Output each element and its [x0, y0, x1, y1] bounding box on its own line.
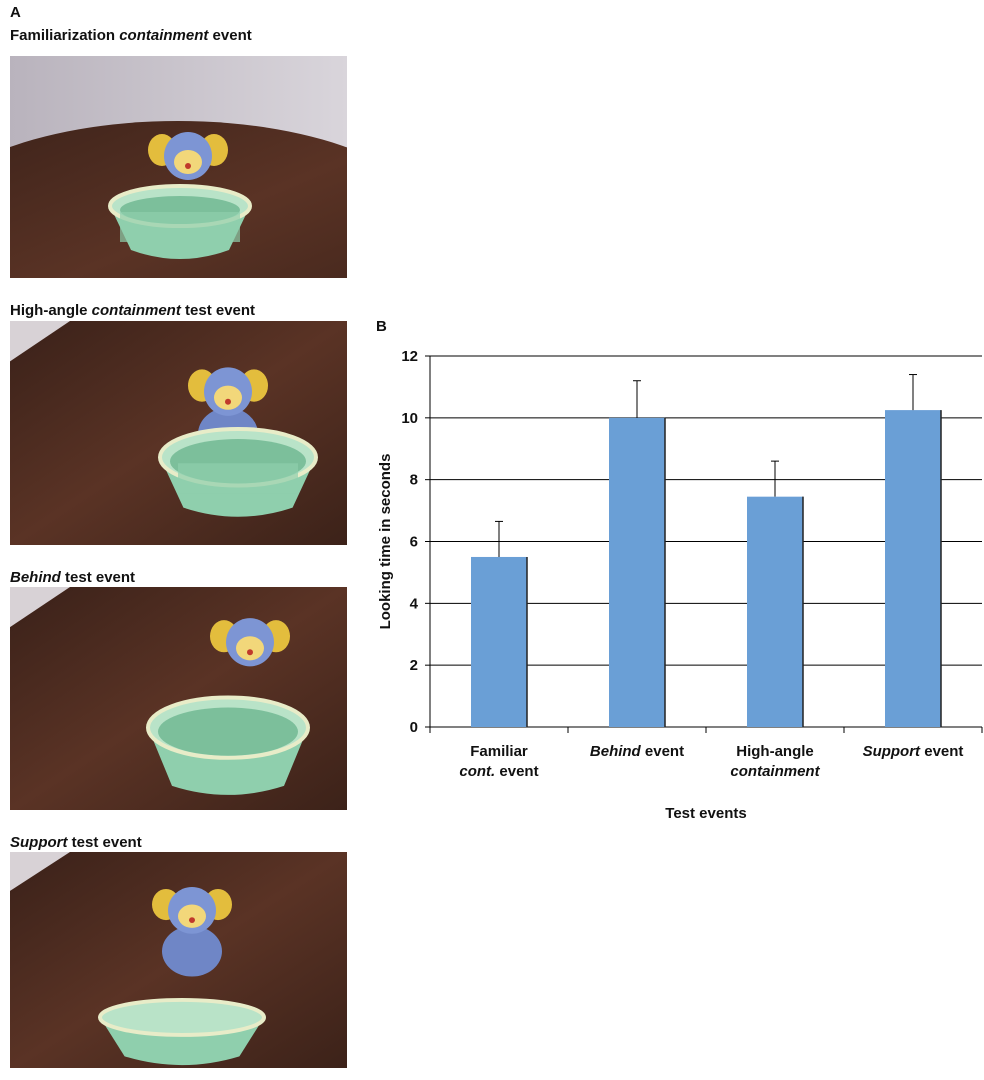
caption: High-angle containment test event	[10, 302, 255, 319]
bar	[885, 410, 941, 727]
basket-rim	[98, 997, 266, 1037]
toy-face	[236, 636, 264, 661]
basket-inside	[158, 707, 298, 756]
text-run: Support	[863, 743, 921, 760]
toy-nose	[189, 917, 195, 924]
text-run: Familiarization	[10, 27, 119, 44]
caption: Support test event	[10, 834, 142, 851]
text-run: Familiar	[470, 743, 528, 760]
toy-face	[178, 904, 206, 928]
text-run: Behind	[590, 743, 642, 760]
x-tick-label: High-angle containment	[730, 743, 820, 780]
text-run: test event	[68, 834, 142, 851]
bar	[471, 556, 527, 727]
photo	[10, 321, 347, 545]
x-tick-label: Familiar cont. event	[459, 743, 538, 780]
toy-nose	[225, 398, 231, 405]
text-run: event	[495, 763, 538, 780]
text-run: test event	[181, 302, 255, 319]
text-run: test event	[61, 569, 135, 586]
text-run: Support	[10, 834, 68, 851]
y-axis-label: Looking time in seconds	[377, 454, 394, 630]
basket-front	[178, 463, 298, 494]
table-edge	[10, 321, 70, 362]
photo	[10, 587, 347, 810]
photo	[10, 852, 347, 1068]
text-run: containment	[119, 27, 209, 44]
toy-body	[162, 925, 222, 977]
table-edge	[10, 587, 70, 628]
y-tick-label: 10	[401, 410, 418, 427]
caption: Familiarization containment event	[10, 27, 252, 44]
y-tick-label: 12	[401, 348, 418, 365]
text-run: event	[208, 27, 251, 44]
y-tick-label: 8	[410, 472, 418, 489]
toy-face	[174, 150, 202, 174]
text-run: event	[920, 743, 963, 760]
text-run: cont.	[459, 763, 495, 780]
photo	[10, 56, 347, 278]
toy-nose	[185, 163, 191, 169]
x-tick-label: Behind event	[590, 743, 684, 760]
bar	[747, 496, 803, 727]
caption: Behind test event	[10, 569, 135, 586]
text-run: containment	[92, 302, 182, 319]
panel-label: B	[376, 318, 387, 335]
panel-label: A	[10, 4, 21, 21]
basket-front	[120, 212, 240, 242]
y-tick-label: 4	[410, 595, 419, 612]
toy-face	[214, 385, 242, 410]
text-run: event	[641, 743, 684, 760]
x-axis-label: Test events	[665, 805, 746, 822]
y-tick-label: 6	[410, 534, 418, 551]
table-edge	[10, 852, 70, 891]
x-tick-label: Support event	[863, 743, 964, 760]
text-run: High-angle	[10, 302, 92, 319]
text-run: containment	[730, 763, 820, 780]
bar	[609, 417, 665, 727]
toy-nose	[247, 649, 253, 656]
table	[10, 321, 347, 545]
text-run: High-angle	[736, 743, 814, 760]
y-tick-label: 2	[410, 657, 418, 674]
y-tick-label: 0	[410, 719, 418, 736]
text-run: Behind	[10, 569, 62, 586]
